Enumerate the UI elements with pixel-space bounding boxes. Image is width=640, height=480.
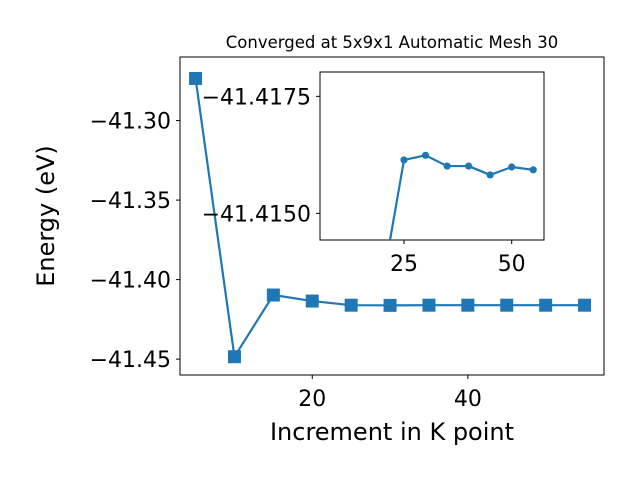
main-plot-frame	[179, 56, 605, 376]
inset-x-ticks: 25 50	[390, 240, 526, 277]
main-y-tick-label: −41.45	[90, 348, 171, 373]
main-data-point	[227, 350, 241, 364]
main-y-tick-label: −41.30	[90, 110, 171, 135]
inset-data-point	[529, 166, 537, 174]
main-data-point	[422, 298, 436, 312]
main-data-point	[305, 294, 319, 308]
main-y-ticks: −41.45 −41.40 −41.35 −41.30	[90, 110, 180, 373]
y-axis-label: Energy (eV)	[32, 145, 60, 287]
inset-data-point	[508, 163, 516, 171]
inset-data-point	[465, 162, 473, 170]
inset-chart: 25 50 −41.4175 −41.4150	[202, 71, 545, 277]
main-data-point	[344, 298, 358, 312]
inset-y-tick-label: −41.4175	[202, 85, 311, 110]
main-data-point	[266, 288, 280, 302]
main-y-tick-label: −41.35	[90, 189, 171, 214]
inset-data-point	[486, 171, 494, 179]
inset-y-ticks: −41.4175 −41.4150	[202, 85, 320, 227]
main-chart: 20 40 −41.45−41.40−41.35−41.30 Converged …	[32, 33, 605, 446]
main-data-point	[578, 298, 592, 312]
x-axis-label: Increment in K point	[270, 418, 514, 446]
main-data-point	[383, 298, 397, 312]
main-x-tick-label: 40	[454, 387, 482, 412]
inset-series-line	[388, 154, 534, 240]
main-series	[189, 71, 592, 364]
inset-plot-frame	[319, 71, 545, 241]
main-data-point	[461, 298, 475, 312]
inset-data-point	[400, 156, 408, 164]
main-data-point	[189, 71, 203, 85]
inset-data-point	[421, 151, 430, 159]
inset-x-tick-label: 50	[498, 252, 526, 277]
main-x-ticks: 20 40	[298, 375, 482, 412]
main-x-tick-label: 20	[298, 387, 326, 412]
inset-data-point	[443, 162, 451, 170]
inset-x-tick-label: 25	[390, 252, 418, 277]
inset-y-tick-label: −41.4150	[202, 202, 311, 227]
main-data-point	[500, 298, 514, 312]
inset-series	[388, 151, 537, 240]
main-data-point	[539, 298, 553, 312]
chart-title: Converged at 5x9x1 Automatic Mesh 30	[226, 33, 558, 52]
main-y-tick-label: −41.40	[90, 269, 171, 294]
